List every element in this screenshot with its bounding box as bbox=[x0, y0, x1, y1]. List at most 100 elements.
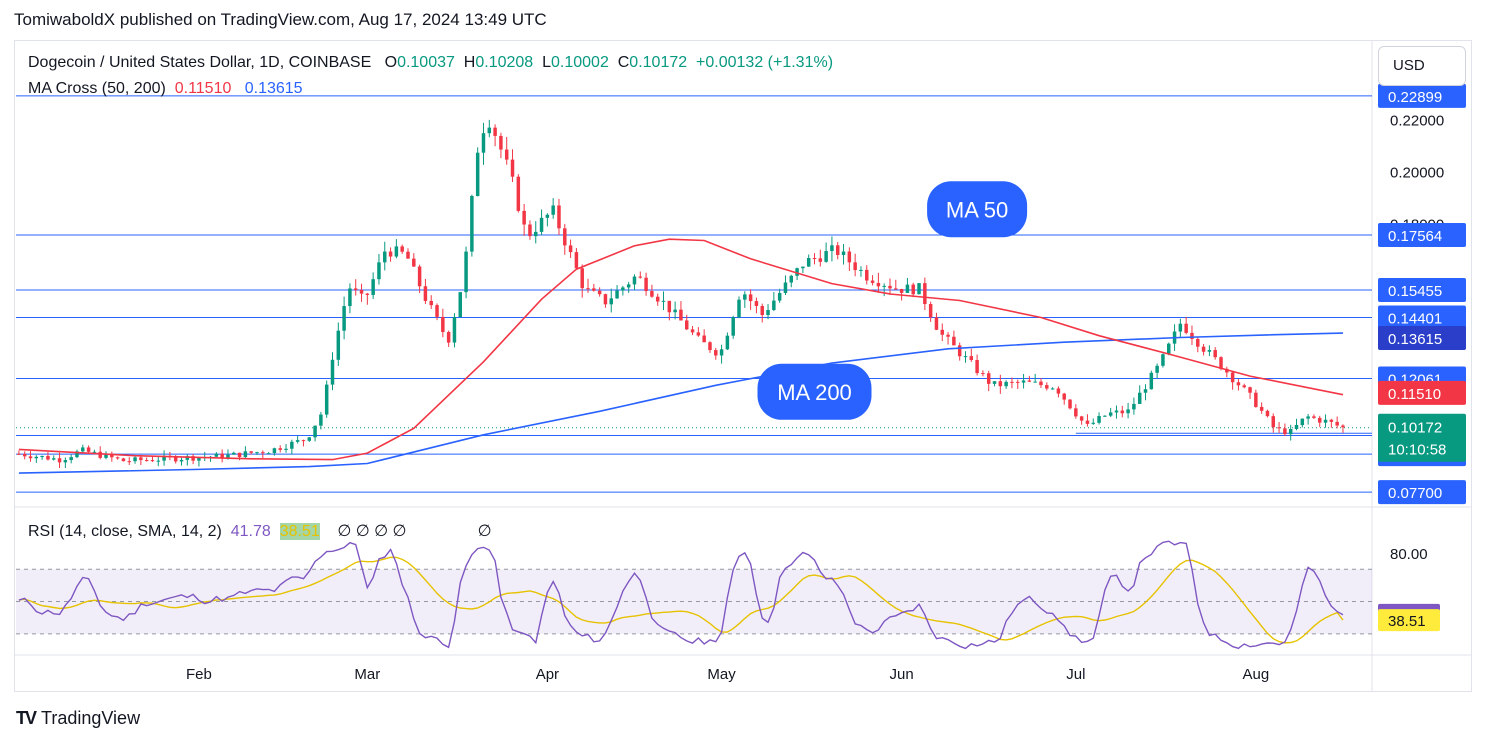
candle bbox=[1039, 378, 1043, 389]
ma200-line bbox=[18, 332, 1344, 474]
candle-body bbox=[894, 288, 898, 290]
high-value: 0.10208 bbox=[475, 54, 534, 71]
candle-body bbox=[441, 316, 445, 333]
candle-body bbox=[446, 332, 451, 343]
candle bbox=[412, 253, 416, 267]
candle bbox=[690, 326, 695, 336]
candle bbox=[470, 194, 474, 257]
candle bbox=[708, 341, 712, 353]
candle-body bbox=[272, 448, 277, 454]
candle bbox=[156, 456, 161, 467]
candle bbox=[191, 454, 195, 465]
candle-body bbox=[1033, 381, 1037, 383]
candle bbox=[232, 451, 236, 455]
candle bbox=[1312, 414, 1316, 419]
time-tick-label: Feb bbox=[186, 666, 212, 683]
candle-body bbox=[499, 135, 503, 150]
candle bbox=[365, 292, 370, 305]
candle bbox=[1207, 345, 1212, 357]
currency-button[interactable]: USD bbox=[1378, 46, 1466, 86]
candle-body bbox=[696, 332, 701, 336]
candle bbox=[1213, 347, 1217, 360]
candle bbox=[423, 278, 428, 305]
candle-body bbox=[1074, 408, 1078, 417]
candle-body bbox=[1254, 392, 1258, 407]
candle-body bbox=[400, 246, 404, 252]
rsi-line bbox=[18, 540, 1344, 650]
candle-body bbox=[1004, 381, 1008, 387]
candle bbox=[464, 246, 468, 299]
candle bbox=[806, 254, 811, 267]
candle bbox=[307, 436, 312, 442]
rsi-tick-label: 80.00 bbox=[1390, 546, 1428, 563]
candle-body bbox=[1108, 412, 1113, 416]
candle bbox=[290, 439, 294, 455]
candle-body bbox=[266, 453, 271, 455]
candle-body bbox=[417, 266, 422, 287]
candle-body bbox=[528, 224, 532, 237]
level-badge bbox=[1378, 305, 1466, 330]
candle-body bbox=[911, 284, 915, 295]
candle bbox=[115, 456, 120, 460]
candle bbox=[597, 287, 602, 297]
candle bbox=[719, 344, 724, 364]
candle-body bbox=[841, 251, 846, 256]
candle bbox=[818, 249, 823, 267]
candle bbox=[638, 271, 643, 279]
candle bbox=[162, 450, 166, 466]
candle-body bbox=[365, 293, 370, 295]
candle bbox=[853, 253, 857, 277]
candle bbox=[1178, 318, 1183, 338]
candle bbox=[934, 312, 939, 331]
candle-body bbox=[86, 447, 91, 452]
candle bbox=[493, 124, 497, 147]
rsi-empty-values: ∅ ∅ ∅ ∅ bbox=[337, 523, 407, 540]
candle bbox=[928, 301, 933, 322]
candle-body bbox=[928, 304, 933, 318]
annotation-bubble bbox=[927, 181, 1028, 238]
candle bbox=[894, 279, 898, 290]
candle-body bbox=[1306, 416, 1310, 419]
publisher-caption: TomiwaboldX published on TradingView.com… bbox=[14, 10, 547, 29]
candle-body bbox=[998, 381, 1003, 387]
close-value: 0.10172 bbox=[629, 54, 688, 71]
candle-body bbox=[981, 373, 985, 375]
candle-body bbox=[435, 305, 439, 317]
price-tick-label: 0.20000 bbox=[1390, 164, 1444, 181]
candle-body bbox=[1056, 388, 1061, 394]
ma-legend[interactable]: MA Cross (50, 200) 0.11510 0.13615 bbox=[28, 80, 303, 98]
candle bbox=[359, 283, 364, 302]
candle bbox=[324, 380, 329, 418]
candle-body bbox=[429, 300, 433, 306]
candle-body bbox=[1236, 382, 1241, 386]
candle-body bbox=[650, 291, 654, 297]
candle bbox=[667, 300, 672, 321]
time-tick-label: Apr bbox=[536, 666, 559, 683]
candle bbox=[743, 291, 747, 308]
candle-body bbox=[824, 251, 828, 262]
candle bbox=[1254, 389, 1258, 408]
candle bbox=[52, 455, 56, 461]
candle-body bbox=[162, 455, 166, 461]
candle bbox=[1283, 423, 1287, 437]
candle-body bbox=[1085, 420, 1090, 424]
candle bbox=[272, 447, 277, 456]
candle bbox=[1114, 405, 1119, 419]
ma200-badge bbox=[1378, 325, 1466, 350]
candle-body bbox=[1103, 415, 1107, 417]
candle-body bbox=[284, 448, 288, 450]
candle-body bbox=[865, 269, 869, 281]
candle-body bbox=[493, 127, 497, 136]
last-price-badge bbox=[1378, 413, 1466, 462]
candle-body bbox=[667, 300, 672, 313]
candle bbox=[609, 288, 613, 313]
rsi-legend[interactable]: RSI (14, close, SMA, 14, 2) 41.78 38.51 … bbox=[28, 521, 492, 541]
candle bbox=[75, 449, 79, 459]
candle-body bbox=[714, 350, 718, 356]
candle-body bbox=[179, 459, 184, 462]
candle bbox=[336, 322, 341, 367]
candle-body bbox=[725, 335, 730, 350]
candle-body bbox=[75, 451, 79, 458]
candle bbox=[1294, 418, 1299, 431]
